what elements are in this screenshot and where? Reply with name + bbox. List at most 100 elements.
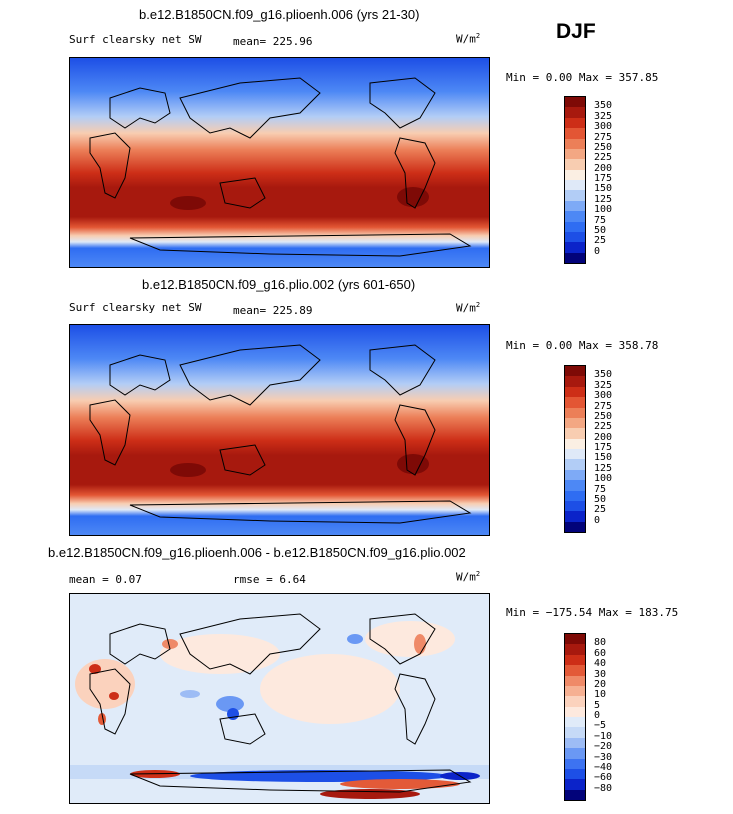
coastline [219,177,266,209]
colorbar-tick-label: 50 [594,224,607,236]
colorbar-swatch [565,159,585,170]
panel3-rmse: rmse = 6.64 [233,573,306,586]
panel2-map-svg [70,325,489,535]
panel1-colorbar [564,96,586,264]
coastline [89,668,131,735]
colorbar-tick-label: −30 [594,751,613,763]
colorbar-swatch [565,428,585,439]
colorbar-swatch [565,490,585,501]
coastline [179,77,321,139]
panel2-mean: mean= 225.89 [233,304,313,317]
panel3-map [69,593,490,804]
colorbar-swatch [565,717,585,728]
panel1-title: b.e12.B1850CN.f09_g16.plioenh.006 (yrs 2… [139,7,420,22]
coastline [369,613,436,665]
colorbar-tick-label: 150 [594,183,613,195]
colorbar-tick-label: 30 [594,668,607,680]
colorbar-swatch [565,748,585,759]
colorbar-swatch [565,200,585,212]
colorbar-tick-label: 150 [594,452,613,464]
colorbar-swatch [565,768,585,780]
panel1-map [69,57,490,268]
colorbar-swatch [565,511,585,522]
panel2-minmax: Min = 0.00 Max = 358.78 [506,339,659,352]
coastline [219,713,266,745]
colorbar-swatch [565,654,585,666]
colorbar-swatch [565,231,585,243]
coastline [369,344,436,396]
colorbar-tick-label: 125 [594,193,613,205]
panel3-mean: mean = 0.07 [69,573,142,586]
colorbar-swatch [565,779,585,790]
panel1-mean: mean= 225.96 [233,35,313,48]
colorbar-swatch [565,665,585,676]
colorbar-tick-label: 250 [594,410,613,422]
colorbar-swatch [565,789,585,800]
colorbar-swatch [565,696,585,707]
colorbar-tick-label: 275 [594,400,613,412]
hotspot-ellipse [397,454,429,474]
colorbar-swatch [565,138,585,149]
panel2-units: W/m2 [456,301,481,315]
coastline [89,132,131,199]
diff-patches [70,621,489,799]
colorbar-swatch [565,242,585,253]
colorbar-swatch [565,407,585,418]
colorbar-tick-label: 25 [594,504,607,516]
coastline [109,354,171,396]
colorbar-swatch [565,97,585,108]
panel1-minmax: Min = 0.00 Max = 357.85 [506,71,659,84]
colorbar-tick-label: 80 [594,637,607,649]
colorbar-swatch [565,128,585,139]
colorbar-tick-label: 125 [594,462,613,474]
coastline [109,87,171,129]
colorbar-tick-label: 300 [594,390,613,402]
colorbar-swatch [565,417,585,429]
colorbar-tick-label: 225 [594,421,613,433]
colorbar-tick-label: 200 [594,162,613,174]
coastline [179,613,321,675]
colorbar-tick-label: −80 [594,782,613,794]
colorbar-swatch [565,469,585,481]
colorbar-swatch [565,180,585,191]
colorbar-tick-label: 325 [594,110,613,122]
colorbar-tick-label: −40 [594,761,613,773]
season-label: DJF [556,20,596,43]
colorbar-tick-label: 325 [594,379,613,391]
coastline [89,399,131,466]
panel3-map-svg [70,594,489,803]
colorbar-swatch [565,190,585,201]
colorbar-tick-label: 200 [594,431,613,443]
colorbar-swatch [565,737,585,749]
colorbar-swatch [565,727,585,738]
hotspot-ellipse [397,187,429,207]
coastline [109,623,171,665]
coastline [394,673,436,745]
panel3-colorbar [564,633,586,801]
colorbar-tick-label: 100 [594,204,613,216]
colorbar-tick-label: 225 [594,152,613,164]
colorbar-swatch [565,366,585,377]
colorbar-tick-label: 0 [594,245,601,257]
colorbar-tick-label: 300 [594,121,613,133]
panel2-colorbar [564,365,586,533]
colorbar-tick-label: 75 [594,214,607,226]
coastline [394,404,436,476]
coastline [129,500,472,524]
colorbar-swatch [565,221,585,232]
panel3-minmax: Min = −175.54 Max = 183.75 [506,606,679,619]
coastline [179,344,321,406]
colorbar-tick-label: 275 [594,131,613,143]
colorbar-swatch [565,634,585,645]
panel1-map-svg [70,58,489,267]
colorbar-swatch [565,500,585,512]
colorbar-swatch [565,459,585,470]
coastline [129,233,472,257]
colorbar-swatch [565,675,585,686]
colorbar-tick-label: 175 [594,442,613,453]
colorbar-tick-label: −60 [594,772,613,784]
colorbar-tick-label: 175 [594,173,613,184]
colorbar-swatch [565,685,585,697]
colorbar-tick-label: 60 [594,647,607,659]
colorbar-swatch [565,438,585,449]
